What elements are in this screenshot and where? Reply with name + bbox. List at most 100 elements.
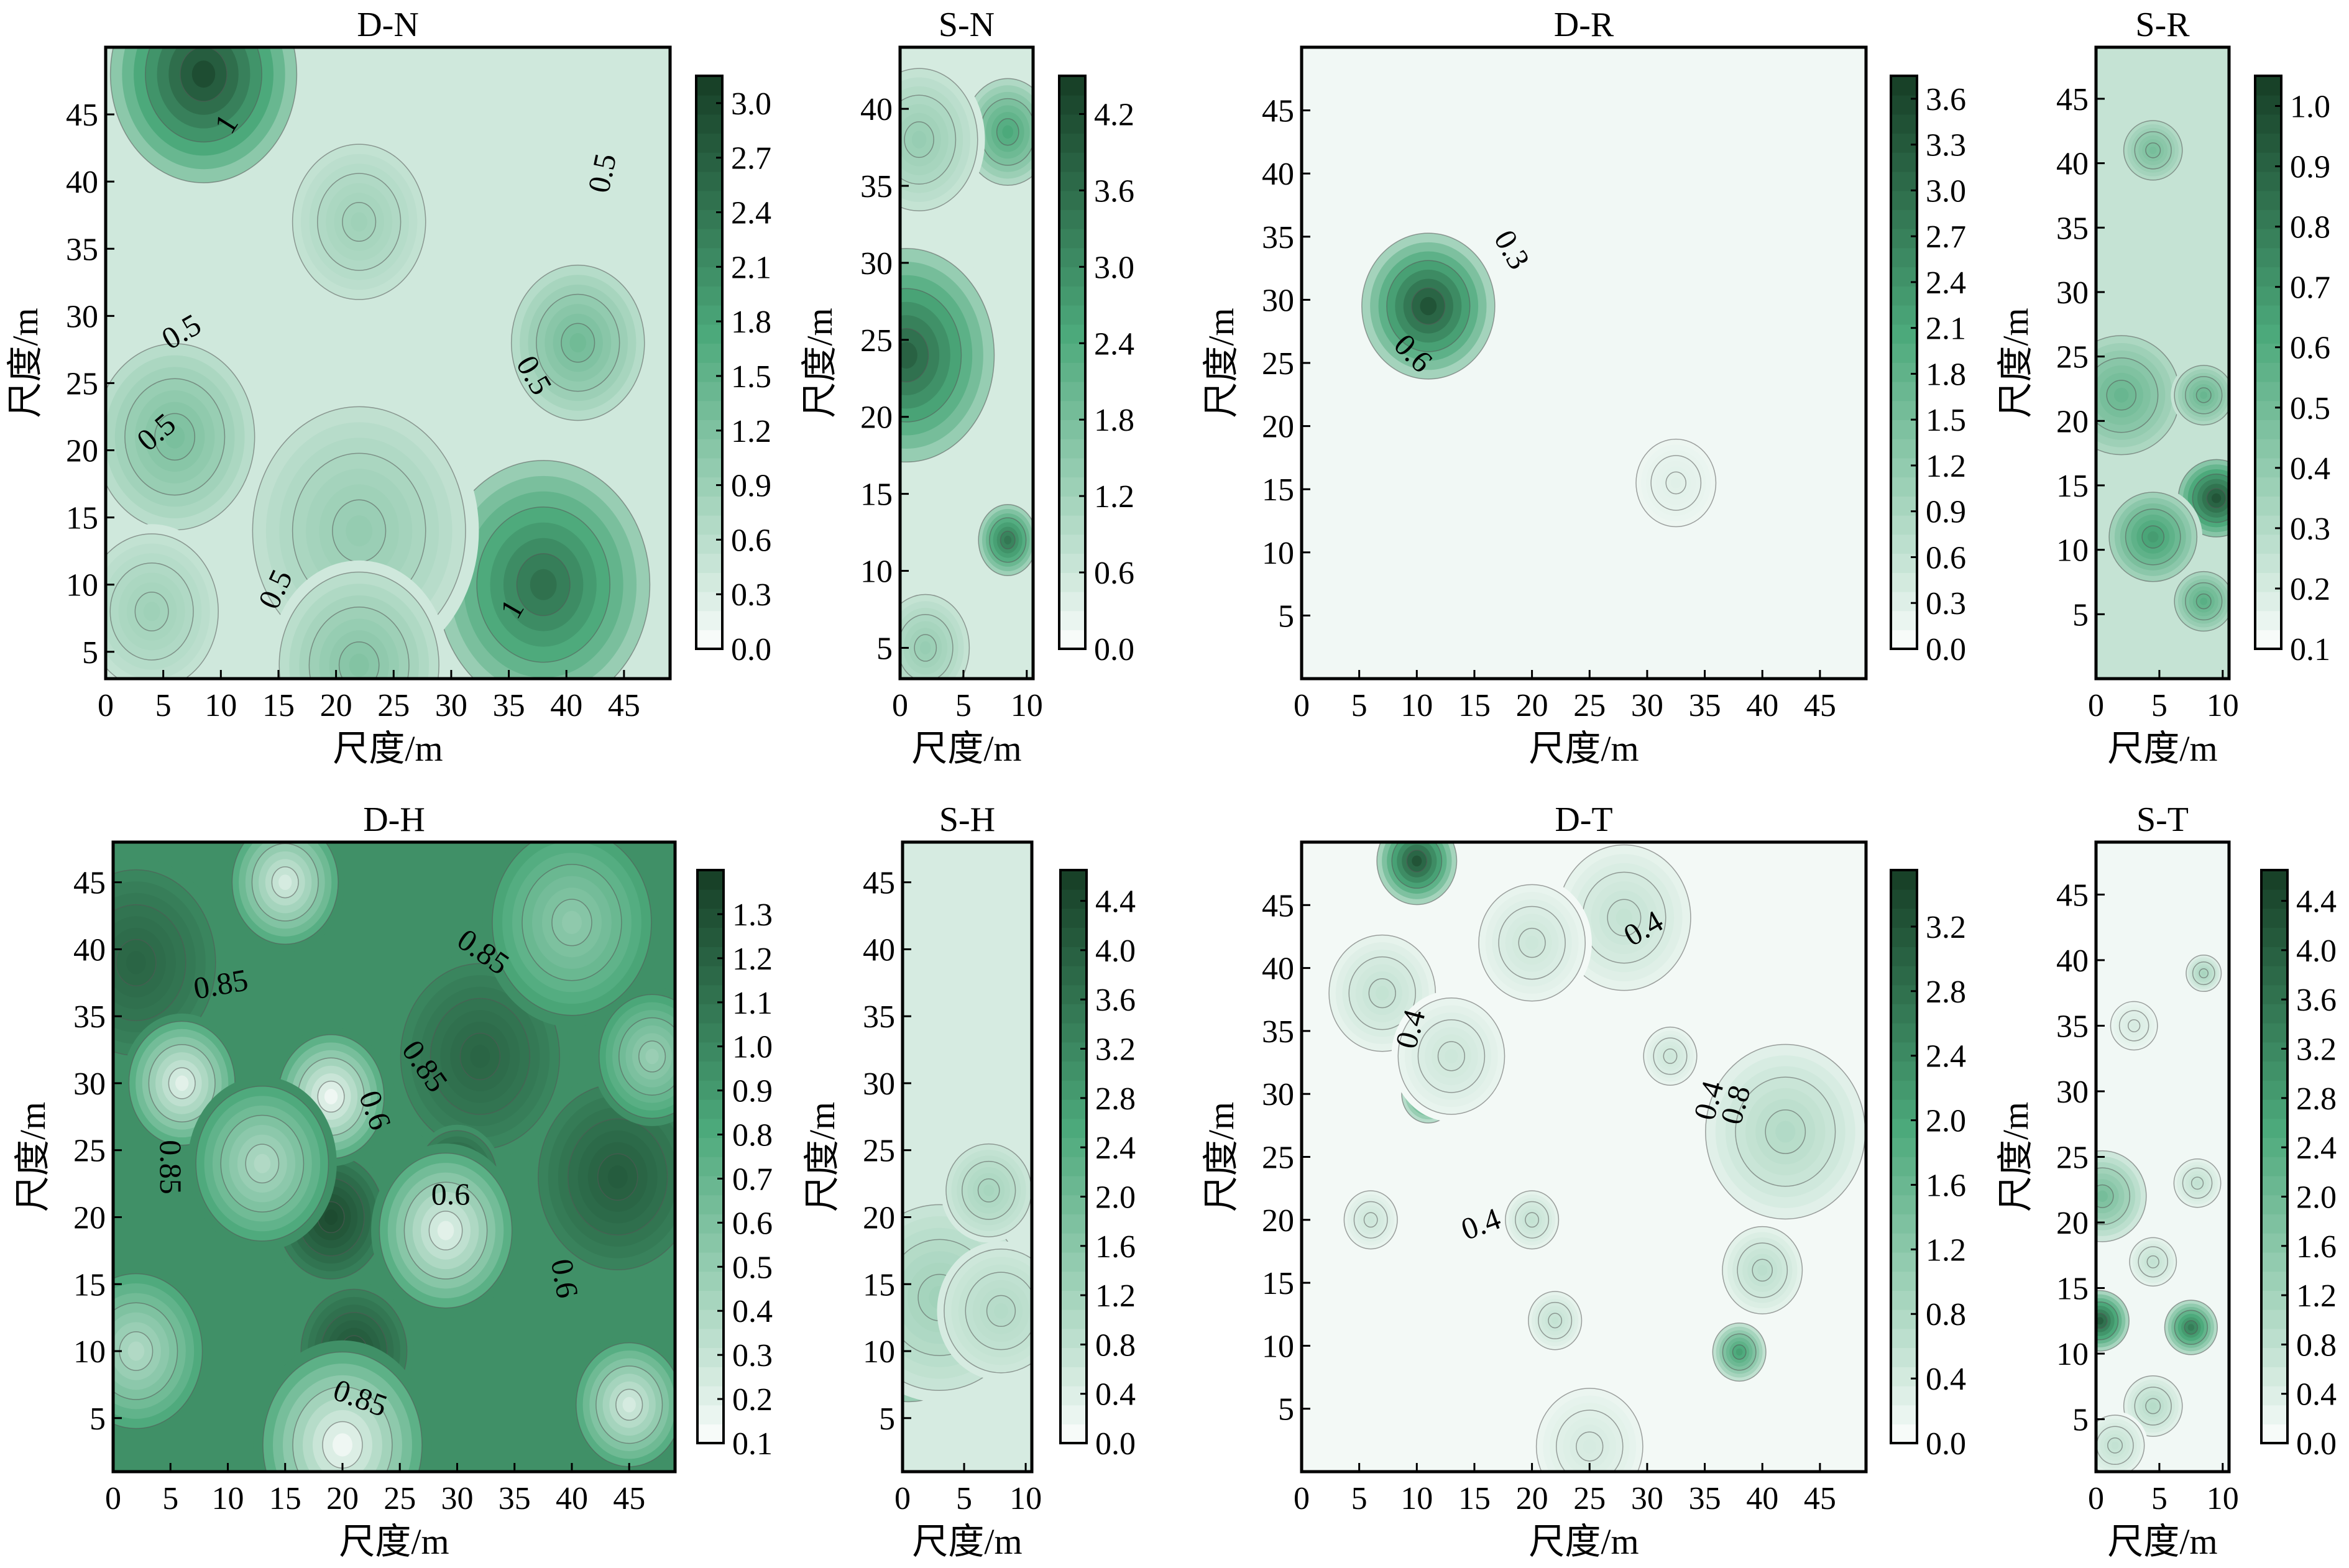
colorbar-tick-label: 0.8 bbox=[1926, 1297, 1966, 1332]
x-tick-label: 30 bbox=[1631, 688, 1663, 723]
contour-field bbox=[2096, 842, 2229, 1472]
y-axis-label: 尺度/m bbox=[802, 1102, 842, 1212]
colorbar-band bbox=[2255, 133, 2281, 153]
colorbar-tick-label: 0.7 bbox=[732, 1162, 773, 1197]
colorbar-band bbox=[1891, 1080, 1917, 1100]
colorbar-tick-label: 0.3 bbox=[1926, 586, 1966, 621]
colorbar-band bbox=[1059, 267, 1085, 287]
y-tick-label: 30 bbox=[2056, 275, 2089, 311]
colorbar-tick-label: 3.0 bbox=[731, 86, 771, 122]
colorbar-band bbox=[1059, 76, 1085, 96]
colorbar-band bbox=[697, 984, 724, 1004]
plot-frame bbox=[2094, 45, 2231, 681]
colorbar-frame bbox=[1059, 869, 1088, 1444]
y-axis-label: 尺度/m bbox=[12, 1102, 53, 1212]
colorbar-band bbox=[1891, 114, 1917, 134]
colorbar-band bbox=[2255, 114, 2281, 134]
peak-1-level-8 bbox=[2187, 1324, 2195, 1331]
y-tick-label: 30 bbox=[66, 299, 98, 334]
y-tick-label: 35 bbox=[73, 999, 106, 1035]
peak-4-level-8 bbox=[126, 951, 146, 974]
colorbar-band bbox=[1059, 477, 1085, 497]
colorbar-band bbox=[2261, 1367, 2287, 1387]
colorbar-tick-label: 0.9 bbox=[732, 1074, 773, 1109]
colorbar-tick-label: 1.2 bbox=[732, 942, 773, 977]
y-tick-label: 30 bbox=[1262, 1077, 1294, 1112]
colorbar-tick-label: 3.0 bbox=[1094, 250, 1134, 285]
x-tick-label: 20 bbox=[326, 1481, 359, 1516]
colorbar-band bbox=[1891, 1042, 1917, 1062]
colorbar-band bbox=[2255, 343, 2281, 363]
colorbar-band bbox=[2261, 1042, 2287, 1062]
colorbar-tick-label: 1.5 bbox=[1926, 403, 1966, 438]
peak-0-level-8 bbox=[2211, 493, 2222, 503]
colorbar-band bbox=[1059, 572, 1085, 592]
colorbar-band bbox=[696, 114, 722, 134]
plot-frame bbox=[898, 45, 1035, 681]
colorbar-tick-label: 1.0 bbox=[2290, 89, 2330, 125]
colorbar-band bbox=[2261, 1385, 2287, 1406]
colorbar-band bbox=[1060, 1099, 1087, 1119]
peak-0-level-8 bbox=[324, 1209, 338, 1225]
colorbar-tick-label: 1.1 bbox=[732, 986, 773, 1021]
peak-7-level-8 bbox=[143, 602, 160, 621]
colorbar-tick-label: 1.5 bbox=[731, 359, 771, 395]
y-tick-label: 25 bbox=[2056, 1140, 2089, 1176]
colorbar-band bbox=[2261, 965, 2287, 986]
y-tick-label: 25 bbox=[1262, 1140, 1294, 1176]
x-tick-label: 10 bbox=[1009, 1481, 1042, 1516]
colorbar-band bbox=[2261, 908, 2287, 928]
x-tick-label: 0 bbox=[894, 1481, 911, 1516]
y-tick-label: 20 bbox=[2056, 404, 2089, 439]
y-tick-label: 25 bbox=[66, 366, 98, 401]
y-tick-label: 25 bbox=[2056, 340, 2089, 375]
colorbar-band bbox=[697, 908, 724, 928]
colorbar-band bbox=[1891, 190, 1917, 210]
colorbar-band bbox=[1060, 1004, 1087, 1024]
contour-field bbox=[900, 47, 1033, 679]
y-tick-label: 25 bbox=[1262, 346, 1294, 382]
colorbar-band bbox=[1891, 1099, 1917, 1119]
y-tick-label: 5 bbox=[876, 631, 893, 666]
y-tick-label: 20 bbox=[2056, 1206, 2089, 1241]
colorbar-band bbox=[2261, 984, 2287, 1004]
colorbar-tick-label: 0.8 bbox=[2290, 210, 2330, 245]
y-tick-label: 10 bbox=[860, 554, 893, 590]
colorbar-band bbox=[2261, 1080, 2287, 1100]
colorbar-band bbox=[1891, 1214, 1917, 1234]
colorbar-band bbox=[2261, 1271, 2287, 1291]
colorbar-tick-label: 3.2 bbox=[1095, 1032, 1136, 1068]
contour-label: 0.85 bbox=[154, 1140, 188, 1194]
colorbar-band bbox=[1891, 515, 1917, 535]
colorbar-tick-label: 2.4 bbox=[1926, 1039, 1966, 1075]
colorbar: 0.0 0.4 0.8 1.2 1.6 2.0 2.4 2.8 3.2 3.6 4.0 4.4 bbox=[1059, 869, 1136, 1462]
y-tick-label: 10 bbox=[73, 1334, 106, 1370]
colorbar-tick-label: 2.4 bbox=[731, 196, 771, 231]
peak-4-level-8 bbox=[1376, 986, 1389, 1001]
x-tick-label: 35 bbox=[1689, 688, 1721, 723]
colorbar-band bbox=[1059, 94, 1085, 115]
colorbar-band bbox=[1891, 1157, 1917, 1176]
colorbar: 0.0 0.4 0.8 1.2 1.6 2.0 2.4 2.8 3.2 3.6 4.0 4.4 bbox=[2260, 869, 2337, 1462]
colorbar-band bbox=[1060, 1118, 1087, 1139]
x-tick-label: 10 bbox=[205, 688, 237, 723]
y-tick-label: 10 bbox=[863, 1334, 895, 1370]
colorbar-tick-label: 1.2 bbox=[731, 414, 771, 449]
y-tick-label: 20 bbox=[1262, 410, 1294, 445]
x-tick-label: 5 bbox=[1351, 1481, 1368, 1516]
peak-2-level-8 bbox=[983, 1185, 995, 1196]
colorbar-band bbox=[696, 324, 722, 344]
plot-frame bbox=[111, 840, 677, 1474]
colorbar-band bbox=[1891, 171, 1917, 191]
colorbar-band bbox=[1060, 1214, 1087, 1234]
colorbar-band bbox=[1891, 1309, 1917, 1329]
peak-7-level-8 bbox=[175, 1075, 189, 1091]
colorbar-band bbox=[1059, 630, 1085, 649]
y-tick-label: 25 bbox=[73, 1134, 106, 1169]
colorbar-tick-label: 0.0 bbox=[1926, 632, 1966, 667]
colorbar-band bbox=[2261, 1252, 2287, 1272]
y-tick-label: 15 bbox=[1262, 472, 1294, 508]
x-tick-label: 15 bbox=[269, 1481, 301, 1516]
colorbar-tick-label: 3.2 bbox=[1926, 910, 1966, 945]
x-tick-label: 10 bbox=[1400, 1481, 1433, 1516]
